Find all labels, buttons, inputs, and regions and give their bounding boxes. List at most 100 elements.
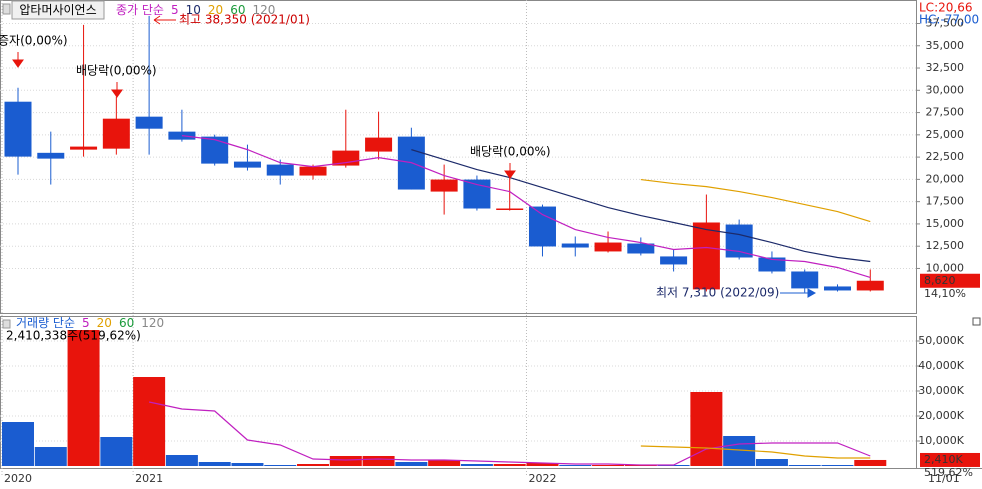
candle-body	[463, 179, 491, 209]
moving-average	[148, 401, 871, 466]
pane-marker	[2, 319, 11, 329]
volume-change-label: 519,62%	[924, 466, 973, 479]
y-tick-label: 32,500	[926, 61, 965, 74]
y-tick-label: 30,000K	[918, 384, 964, 397]
volume-bar	[34, 447, 67, 466]
volume-bar	[788, 465, 821, 466]
last-volume-label: 2,410K	[924, 453, 963, 466]
y-tick-label: 40,000K	[918, 359, 964, 372]
annotation-arrow	[153, 15, 176, 25]
y-tick-label: 30,000	[926, 83, 965, 96]
pane-button[interactable]	[972, 317, 981, 326]
change-label: 14,10%	[924, 287, 966, 300]
legend-entry: 10	[186, 3, 201, 17]
legend-entry: 5	[82, 316, 90, 330]
volume-bar	[133, 377, 166, 466]
candle-body	[791, 271, 819, 289]
legend-entry: 60	[119, 316, 134, 330]
x-tick-label: 2022	[528, 472, 556, 485]
legend-entry: 20	[97, 316, 112, 330]
annotation-arrow	[12, 52, 24, 68]
volume-bar	[559, 465, 592, 466]
candle-body	[430, 179, 458, 192]
candle-body	[660, 256, 688, 265]
lc-label: LC:20,66	[919, 1, 972, 15]
candle-body	[725, 224, 753, 258]
candle-body	[4, 101, 32, 157]
volume-bar	[755, 459, 788, 466]
y-tick-label: 17,500	[926, 195, 965, 208]
candle-body	[135, 116, 163, 129]
last-price-label: 8,620	[924, 274, 956, 287]
moving-average	[411, 149, 871, 263]
y-tick-label: 20,000	[926, 172, 965, 185]
y-tick-label: 22,500	[926, 150, 965, 163]
volume-legend: 거래량 단순 5 20 60 120	[16, 316, 164, 330]
y-tick-label: 25,000	[926, 128, 965, 141]
legend-entry: 120	[252, 3, 275, 17]
annotation-arrow	[780, 288, 817, 298]
y-tick-label: 10,000K	[918, 434, 964, 447]
candle-body	[365, 137, 393, 152]
moving-average	[640, 445, 871, 459]
candle-body	[692, 222, 720, 290]
annotation-arrow	[504, 163, 516, 179]
y-tick-label: 37,500	[926, 16, 965, 29]
volume-bar	[821, 465, 854, 466]
annotation: 배당락(0,00%)	[470, 145, 551, 159]
y-tick-label: 20,000K	[918, 409, 964, 422]
legend-entry: 60	[230, 3, 245, 17]
stock-button[interactable]	[11, 0, 105, 20]
candle-body	[266, 164, 294, 176]
hc-label: HC:-77,00	[919, 13, 979, 27]
candle-body	[70, 146, 98, 150]
candle-body	[561, 243, 589, 248]
volume-bar	[67, 330, 100, 466]
annotation: 증자(0,00%)	[0, 34, 68, 48]
volume-bar	[198, 462, 231, 466]
candle-body	[102, 118, 130, 149]
candle-body	[594, 242, 622, 252]
volume-bar	[100, 437, 133, 466]
x-tick-label: 2020	[4, 472, 32, 485]
price-legend: 종가 단순 5 10 20 60 120	[116, 3, 275, 17]
y-tick-label: 12,500	[926, 239, 965, 252]
annotation-arrow	[111, 82, 123, 98]
legend-label: 종가 단순	[116, 3, 164, 17]
candle-body	[856, 280, 884, 291]
y-tick-label: 15,000	[926, 217, 965, 230]
volume-bar	[165, 455, 198, 466]
y-tick-label: 35,000	[926, 39, 965, 52]
moving-average	[640, 178, 871, 223]
candle-body	[201, 136, 229, 164]
volume-bar	[592, 465, 625, 466]
candle-body	[496, 208, 524, 211]
stock-name: 압타머사이언스	[19, 3, 96, 17]
volume-bar	[493, 464, 526, 466]
candle-body	[627, 243, 655, 254]
candle-body	[37, 152, 65, 159]
candle-body	[299, 166, 327, 176]
volume-bar	[362, 456, 395, 466]
volume-bar	[2, 422, 34, 466]
y-tick-label: 50,000K	[918, 334, 964, 347]
volume-bar	[428, 460, 461, 466]
volume-bar	[460, 464, 493, 466]
candle-body	[824, 286, 851, 291]
pane-marker	[2, 3, 11, 15]
legend-entry: 5	[171, 3, 179, 17]
volume-bar	[231, 463, 264, 466]
candle-body	[528, 206, 556, 247]
legend-entry: 20	[208, 3, 223, 17]
last-date: 11/01	[928, 472, 960, 485]
annotation: 배당락(0,00%)	[76, 64, 157, 78]
volume-bar	[264, 465, 297, 466]
last-price-box	[920, 273, 980, 288]
volume-bar	[297, 464, 330, 466]
moving-average	[181, 135, 871, 279]
volume-bar	[526, 463, 559, 466]
annotation: 최고 38,350 (2021/01)	[179, 13, 310, 27]
legend-label: 거래량 단순	[16, 316, 75, 330]
y-tick-label: 10,000	[926, 261, 965, 274]
